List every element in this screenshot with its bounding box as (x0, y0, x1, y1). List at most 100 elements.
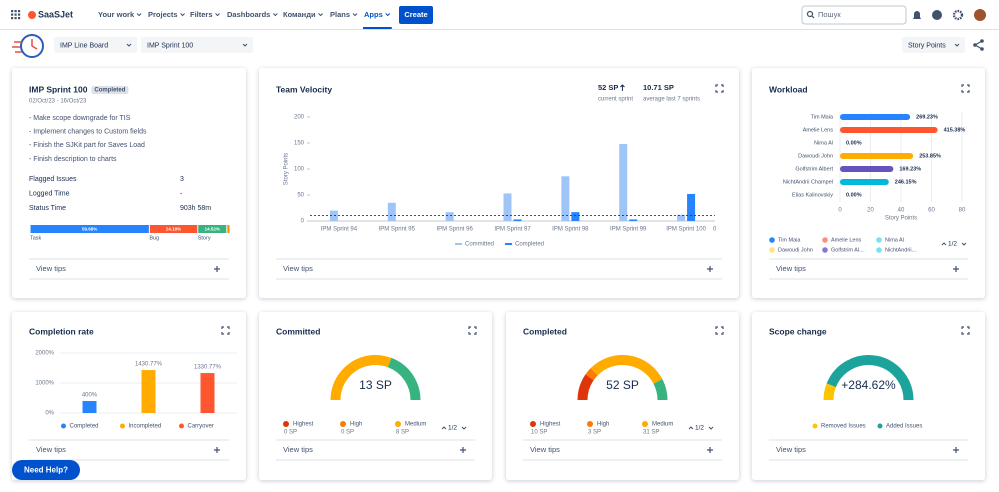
average-value: 10.71 SP (643, 83, 674, 92)
logo-text[interactable]: SaaSJet (38, 9, 73, 19)
chevron (273, 13, 278, 17)
help-button[interactable] (12, 460, 80, 480)
legend-label[interactable]: Completed (515, 242, 544, 248)
chevron (215, 13, 220, 17)
search-placeholder[interactable]: Пошук (818, 10, 841, 19)
pager-label: 1/2 (448, 425, 457, 432)
pager-up[interactable] (441, 426, 447, 430)
x-tick-label: IPM Sprint 99 (610, 227, 647, 233)
sprint-title: IMP Sprint 100 (29, 84, 88, 94)
legend-label[interactable]: Carryover (188, 424, 214, 430)
nav-item[interactable]: Your work (98, 10, 135, 19)
legend-dot (769, 247, 775, 253)
value-label: 400% (82, 393, 98, 399)
legend-dot (120, 423, 125, 429)
expand-icon[interactable] (468, 326, 477, 335)
nav-item[interactable]: Plans (330, 10, 350, 19)
nav-item[interactable]: Projects (148, 10, 178, 19)
expand-icon[interactable] (221, 326, 230, 335)
bar (445, 212, 454, 221)
estimate-select[interactable] (902, 37, 965, 53)
gauge-total: 52 SP (606, 378, 639, 392)
up-arrow (620, 84, 625, 91)
legend-label[interactable]: Highest (540, 422, 561, 428)
nav-item[interactable]: Команди (283, 10, 316, 19)
settings-icon[interactable] (952, 9, 964, 21)
x-tick-label: IPM Sprint 100 (666, 227, 706, 233)
y-tick-label: 200 (294, 115, 305, 121)
stat-label: Logged Time (29, 190, 70, 197)
view-tips[interactable]: View tips (283, 445, 313, 454)
apps-grid-dot (11, 10, 14, 13)
legend-label[interactable]: Added Issues (886, 424, 922, 430)
expand-tips-icon[interactable] (214, 266, 220, 272)
create-button[interactable] (399, 6, 433, 24)
expand-tips-icon[interactable] (707, 266, 713, 272)
legend-label[interactable]: Nima Al (885, 237, 904, 243)
y-tick-label: 1000% (35, 381, 54, 387)
expand-tips-icon[interactable] (460, 447, 466, 453)
x-tick-label: IPM Sprint 94 (321, 227, 358, 233)
view-tips[interactable]: View tips (36, 445, 66, 454)
view-tips[interactable]: View tips (530, 445, 560, 454)
status-badge-text: Completed (94, 88, 125, 94)
expand-icon[interactable] (961, 326, 970, 335)
gauge-segment (330, 355, 392, 401)
legend-label[interactable]: Committed (465, 242, 494, 248)
gauge-total: 13 SP (359, 378, 392, 392)
board-select-label[interactable]: IMP Line Board (60, 42, 108, 49)
help-icon[interactable] (932, 10, 942, 20)
expand-tips-icon[interactable] (953, 447, 959, 453)
board-select[interactable] (54, 37, 137, 53)
legend-label[interactable]: Golfstrim Al... (831, 247, 864, 253)
pager-up[interactable] (688, 426, 694, 430)
expand-icon[interactable] (961, 84, 970, 93)
apps-grid-dot (11, 13, 14, 16)
top-nav: SaaSJet Your work Projects Filters Dashboard… (0, 5, 999, 30)
estimate-select-label[interactable]: Story Points (908, 42, 946, 49)
legend-label[interactable]: Tim Maia (778, 237, 801, 243)
legend-label[interactable]: Amelie Lens (831, 237, 862, 243)
bar (840, 153, 914, 159)
view-tips[interactable]: View tips (36, 264, 66, 273)
legend-label[interactable]: Medium (405, 422, 426, 428)
legend-dot (822, 247, 828, 253)
legend-dot (179, 423, 184, 429)
legend-label[interactable]: Removed Issues (821, 424, 866, 430)
help-button-label[interactable]: Need Help? (24, 466, 68, 475)
expand-icon[interactable] (715, 84, 724, 93)
expand-tips-icon[interactable] (953, 266, 959, 272)
expand-tips-icon[interactable] (707, 447, 713, 453)
committed-card: Committed 13 SP Highest 0 SP High 0 SP Medium 8… (259, 312, 492, 480)
pager-up[interactable] (941, 242, 947, 246)
sprint-select[interactable] (141, 37, 253, 53)
legend-label[interactable]: Medium (652, 422, 673, 428)
create-label[interactable]: Create (404, 10, 427, 19)
legend-label[interactable]: High (597, 422, 609, 428)
view-tips[interactable]: View tips (283, 264, 313, 273)
notifications-icon[interactable] (913, 11, 921, 19)
apps-grid-dot (14, 13, 17, 16)
legend-label[interactable]: NichtAndrii... (885, 247, 917, 253)
stat-value: 3 (180, 176, 184, 183)
chevron (136, 13, 142, 17)
nav-item[interactable]: Filters (190, 10, 213, 19)
chevron (385, 13, 391, 17)
legend-label[interactable]: Dawoudi John (778, 247, 813, 253)
legend-label[interactable]: Completed (70, 424, 99, 430)
legend-label[interactable]: High (350, 422, 362, 428)
sprint-select-label[interactable]: IMP Sprint 100 (147, 42, 193, 49)
nav-item[interactable]: Apps (364, 10, 383, 19)
view-tips[interactable]: View tips (776, 264, 806, 273)
avatar[interactable] (974, 9, 986, 21)
legend-label[interactable]: Highest (293, 422, 314, 428)
y-tick-label: 100 (294, 167, 305, 173)
expand-tips-icon[interactable] (214, 447, 220, 453)
legend-label[interactable]: Incompleted (129, 424, 162, 430)
nav-item[interactable]: Dashboards (227, 10, 270, 19)
view-tips[interactable]: View tips (776, 445, 806, 454)
legend-value: 10 SP (531, 430, 547, 436)
search-box[interactable] (801, 5, 907, 25)
expand-icon[interactable] (715, 326, 724, 335)
status-badge (91, 86, 129, 94)
